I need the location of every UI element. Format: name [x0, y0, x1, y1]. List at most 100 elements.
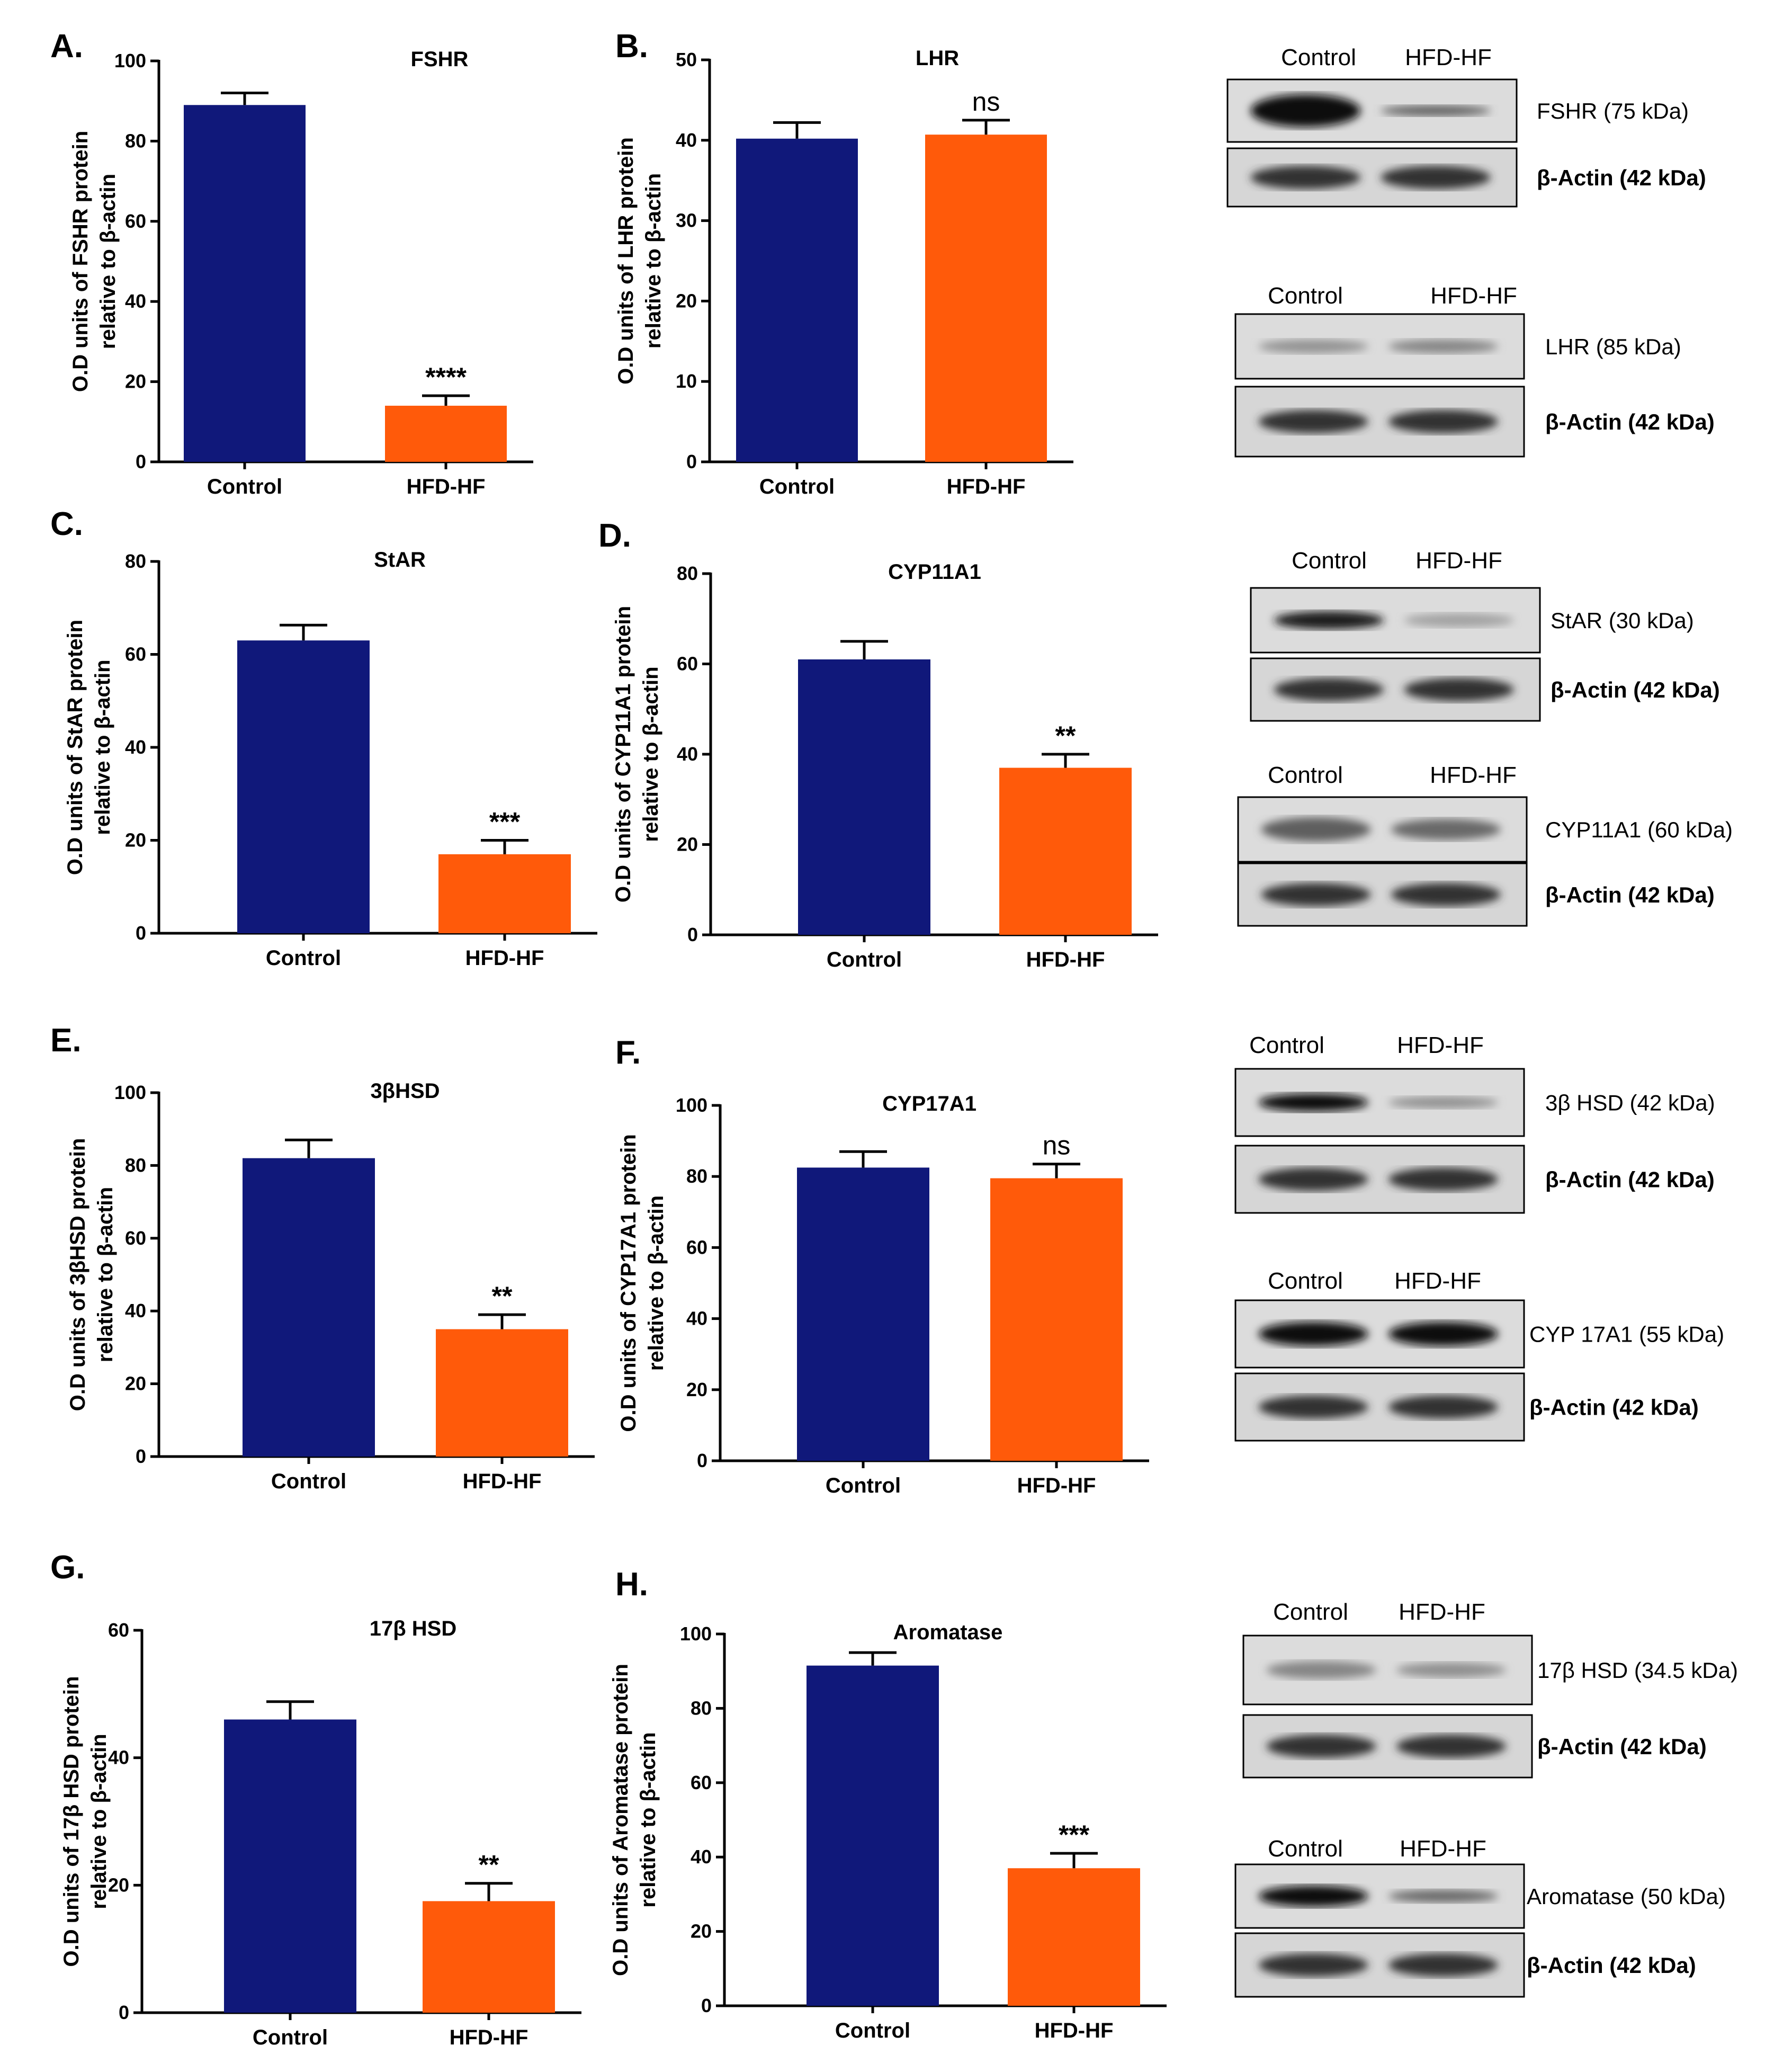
blot-target-label: StAR (30 kDa)	[1551, 608, 1694, 633]
chart-panel-e: E. 3βHSD O.D units of 3βHSD protein relativ…	[50, 1022, 595, 1493]
blot-target-label: FSHR (75 kDa)	[1537, 99, 1689, 123]
y-axis-label: O.D units of 3βHSD protein	[66, 1138, 89, 1412]
blot-band	[1258, 410, 1368, 433]
bar-hfd-hf	[925, 135, 1047, 462]
y-tick-label: 20	[125, 829, 146, 851]
y-tick-label: 80	[677, 562, 698, 584]
chart-panel-h: H. Aromatase O.D units of Aromatase protei…	[609, 1566, 1167, 2042]
y-tick-label: 80	[686, 1165, 707, 1187]
panel-letter: E.	[50, 1022, 82, 1059]
blot-band	[1274, 678, 1384, 701]
y-tick-label: 20	[125, 371, 146, 392]
blot-band	[1258, 1886, 1368, 1907]
x-tick-label: Control	[759, 475, 835, 498]
panel-letter: D.	[598, 517, 631, 554]
blot-band	[1261, 817, 1371, 842]
lane-label: Control	[1273, 1599, 1348, 1625]
y-axis-label: relative to β-actin	[96, 174, 120, 349]
lane-label: Control	[1268, 1836, 1343, 1862]
chart-panel-g: G. 17β HSD O.D units of 17β HSD protein rel…	[50, 1549, 581, 2049]
blot-band	[1381, 105, 1491, 116]
y-axis-label: O.D units of LHR protein	[614, 137, 638, 385]
y-tick-label: 100	[114, 1082, 146, 1103]
blot-band	[1388, 340, 1498, 353]
y-tick-label: 80	[691, 1697, 712, 1719]
blot-band	[1388, 410, 1498, 433]
lane-label: HFD-HF	[1405, 44, 1492, 70]
y-tick-label: 0	[697, 1450, 707, 1471]
y-tick-label: 20	[676, 290, 697, 311]
bar-control	[237, 640, 370, 933]
chart-panel-b: B. LHR O.D units of LHR protein relative to…	[614, 28, 1073, 498]
blot-band	[1258, 340, 1368, 353]
lane-label: HFD-HF	[1415, 548, 1502, 574]
bar-hfd-hf	[999, 767, 1132, 935]
bar-hfd-hf	[990, 1178, 1123, 1461]
bar-hfd-hf	[423, 1901, 555, 2013]
significance-label: **	[479, 1850, 499, 1880]
x-tick-label: Control	[827, 948, 902, 971]
blot-band	[1258, 1953, 1368, 1977]
y-axis-label: relative to β-actin	[91, 659, 114, 835]
y-tick-label: 80	[125, 550, 146, 572]
western-blot-4: Control HFD-HF CYP11A1 (60 kDa) β-Actin (42…	[1237, 762, 1733, 927]
y-tick-label: 60	[125, 644, 146, 665]
chart-title: LHR	[916, 47, 959, 70]
y-tick-label: 60	[686, 1236, 707, 1258]
blot-actin-label: β-Actin (42 kDa)	[1527, 1953, 1696, 1978]
chart-title: CYP11A1	[888, 560, 981, 584]
y-tick-label: 0	[136, 1445, 146, 1467]
blot-actin-label: β-Actin (42 kDa)	[1545, 1167, 1715, 1192]
blot-band	[1388, 1395, 1498, 1419]
panel-letter: B.	[615, 28, 648, 65]
lane-label: Control	[1292, 548, 1367, 574]
blot-band	[1404, 613, 1514, 627]
x-tick-label: HFD-HF	[407, 475, 486, 498]
significance-label: **	[1055, 721, 1076, 751]
y-tick-label: 60	[108, 1619, 129, 1641]
y-tick-label: 40	[125, 1300, 146, 1321]
y-axis-label: relative to β-actin	[87, 1734, 111, 1909]
x-tick-label: HFD-HF	[465, 946, 544, 970]
bar-control	[184, 105, 306, 462]
y-tick-label: 0	[119, 2002, 129, 2023]
lane-label: HFD-HF	[1399, 1599, 1485, 1625]
blot-actin-label: β-Actin (42 kDa)	[1537, 165, 1706, 190]
chart-title: FSHR	[411, 48, 469, 71]
significance-label: ***	[1059, 1820, 1090, 1850]
bar-control	[807, 1665, 939, 2006]
blot-band	[1266, 1735, 1376, 1758]
blot-band	[1388, 1953, 1498, 1977]
x-tick-label: Control	[835, 2019, 910, 2042]
x-tick-label: Control	[266, 946, 341, 970]
y-axis-label: O.D units of StAR protein	[64, 620, 87, 875]
blot-band	[1404, 678, 1514, 701]
y-tick-label: 0	[687, 924, 698, 945]
chart-title: 3βHSD	[370, 1079, 440, 1103]
lane-label: Control	[1268, 283, 1343, 309]
y-axis-label: relative to β-actin	[644, 1195, 668, 1371]
lane-label: Control	[1281, 44, 1356, 70]
blot-band	[1388, 1096, 1498, 1109]
blot-band	[1388, 1167, 1498, 1191]
y-tick-label: 0	[136, 922, 146, 944]
bar-hfd-hf	[1008, 1868, 1140, 2006]
y-axis-label: O.D units of CYP11A1 protein	[612, 606, 635, 903]
blot-target-label: 3β HSD (42 kDa)	[1545, 1091, 1715, 1115]
blot-target-label: CYP11A1 (60 kDa)	[1545, 817, 1733, 842]
blot-band	[1391, 883, 1501, 906]
bar-control	[243, 1158, 375, 1457]
chart-title: Aromatase	[893, 1621, 1003, 1644]
y-axis-label: relative to β-actin	[639, 666, 662, 842]
chart-panel-f: F. CYP17A1 O.D units of CYP17A1 protein rel…	[615, 1034, 1149, 1497]
blots-layer: Control HFD-HF FSHR (75 kDa) β-Actin (42 kD…	[1226, 44, 1738, 1998]
significance-label: ns	[1043, 1131, 1071, 1160]
western-blot-2: Control HFD-HF LHR (85 kDa) β-Actin (42 kDa…	[1234, 283, 1715, 458]
y-axis-label: O.D units of 17β HSD protein	[60, 1676, 83, 1967]
bar-control	[736, 138, 858, 462]
significance-label: ns	[972, 87, 1000, 117]
blot-actin-label: β-Actin (42 kDa)	[1551, 677, 1720, 702]
x-tick-label: HFD-HF	[463, 1470, 542, 1493]
